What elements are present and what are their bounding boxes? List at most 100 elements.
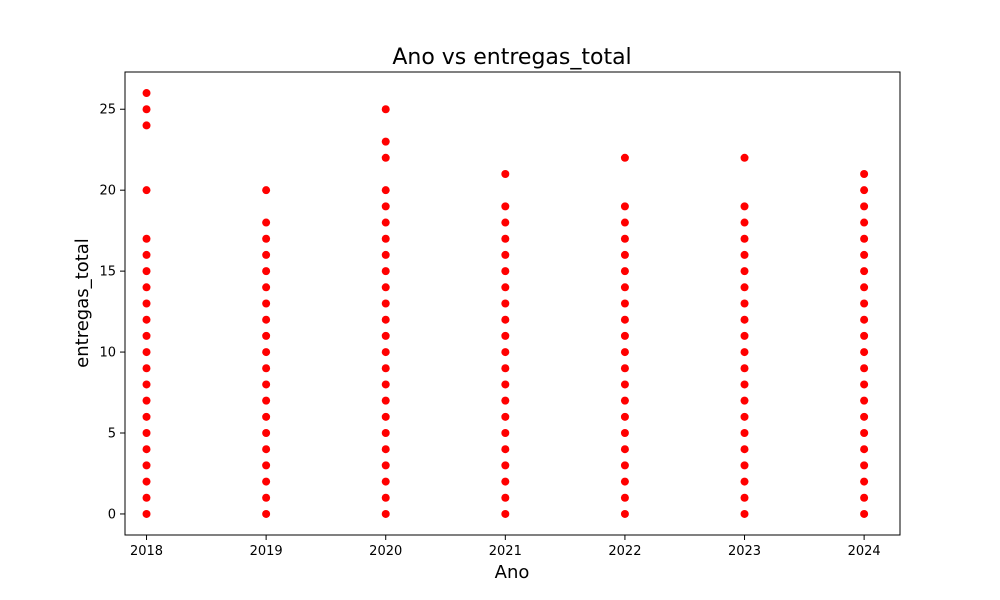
data-point <box>860 331 869 340</box>
data-point <box>142 331 151 340</box>
data-point <box>501 250 510 259</box>
data-point <box>740 364 749 373</box>
data-point <box>381 283 390 292</box>
data-point <box>381 234 390 243</box>
data-point <box>262 445 271 454</box>
data-point <box>620 153 629 162</box>
data-point <box>740 315 749 324</box>
data-point <box>740 412 749 421</box>
data-point <box>620 267 629 276</box>
data-point <box>501 331 510 340</box>
data-point <box>860 396 869 405</box>
data-point <box>740 267 749 276</box>
data-point <box>381 186 390 195</box>
data-point <box>620 331 629 340</box>
data-point <box>501 461 510 470</box>
data-point <box>142 380 151 389</box>
data-point <box>381 348 390 357</box>
data-point <box>860 202 869 211</box>
data-point <box>501 493 510 502</box>
data-point <box>262 429 271 438</box>
data-point <box>860 509 869 518</box>
data-point <box>142 283 151 292</box>
data-point <box>620 429 629 438</box>
data-point <box>262 412 271 421</box>
data-point <box>142 445 151 454</box>
data-point <box>740 477 749 486</box>
data-point <box>860 364 869 373</box>
data-point <box>860 218 869 227</box>
data-point <box>501 283 510 292</box>
data-point <box>620 493 629 502</box>
data-point <box>860 429 869 438</box>
data-point <box>142 315 151 324</box>
data-point <box>740 445 749 454</box>
data-point <box>860 412 869 421</box>
data-point <box>142 461 151 470</box>
data-point <box>142 234 151 243</box>
data-point <box>740 396 749 405</box>
data-point <box>142 186 151 195</box>
chart-title: Ano vs entregas_total <box>392 45 631 70</box>
y-tick-label: 15 <box>99 265 116 280</box>
data-point <box>620 299 629 308</box>
data-point <box>381 477 390 486</box>
data-point <box>381 315 390 324</box>
data-point <box>740 380 749 389</box>
data-point <box>381 429 390 438</box>
data-point <box>262 364 271 373</box>
data-point <box>381 509 390 518</box>
data-point <box>860 299 869 308</box>
data-point <box>262 234 271 243</box>
data-point <box>381 299 390 308</box>
y-tick-label: 5 <box>108 427 116 442</box>
data-point <box>860 283 869 292</box>
data-point <box>860 445 869 454</box>
data-point <box>262 283 271 292</box>
data-point <box>262 267 271 276</box>
data-point <box>262 331 271 340</box>
data-point <box>740 250 749 259</box>
data-point <box>620 509 629 518</box>
data-point <box>620 461 629 470</box>
data-point <box>142 412 151 421</box>
y-axis-ticks: 0 5 10 15 20 25 <box>99 103 125 522</box>
data-point <box>381 445 390 454</box>
data-point <box>501 234 510 243</box>
data-point <box>142 299 151 308</box>
data-point <box>142 89 151 98</box>
data-point <box>381 218 390 227</box>
data-point <box>740 153 749 162</box>
data-point <box>740 429 749 438</box>
x-tick-label: 2023 <box>728 544 761 559</box>
data-point <box>740 509 749 518</box>
data-point <box>142 509 151 518</box>
data-point <box>142 348 151 357</box>
plot-area <box>124 71 901 536</box>
data-point <box>860 250 869 259</box>
data-point <box>860 493 869 502</box>
data-point <box>501 315 510 324</box>
data-point <box>501 477 510 486</box>
data-point <box>501 169 510 178</box>
data-point <box>740 493 749 502</box>
data-point <box>381 202 390 211</box>
data-point <box>501 412 510 421</box>
data-point <box>740 234 749 243</box>
data-point <box>620 477 629 486</box>
data-point <box>501 218 510 227</box>
data-point <box>262 493 271 502</box>
x-axis-label: Ano <box>495 562 530 583</box>
data-point <box>501 364 510 373</box>
data-point <box>142 250 151 259</box>
data-point <box>740 461 749 470</box>
data-point <box>860 169 869 178</box>
data-point <box>381 380 390 389</box>
data-point <box>142 364 151 373</box>
data-point <box>620 250 629 259</box>
data-point <box>740 218 749 227</box>
data-point <box>860 315 869 324</box>
data-point <box>381 364 390 373</box>
data-point <box>142 477 151 486</box>
